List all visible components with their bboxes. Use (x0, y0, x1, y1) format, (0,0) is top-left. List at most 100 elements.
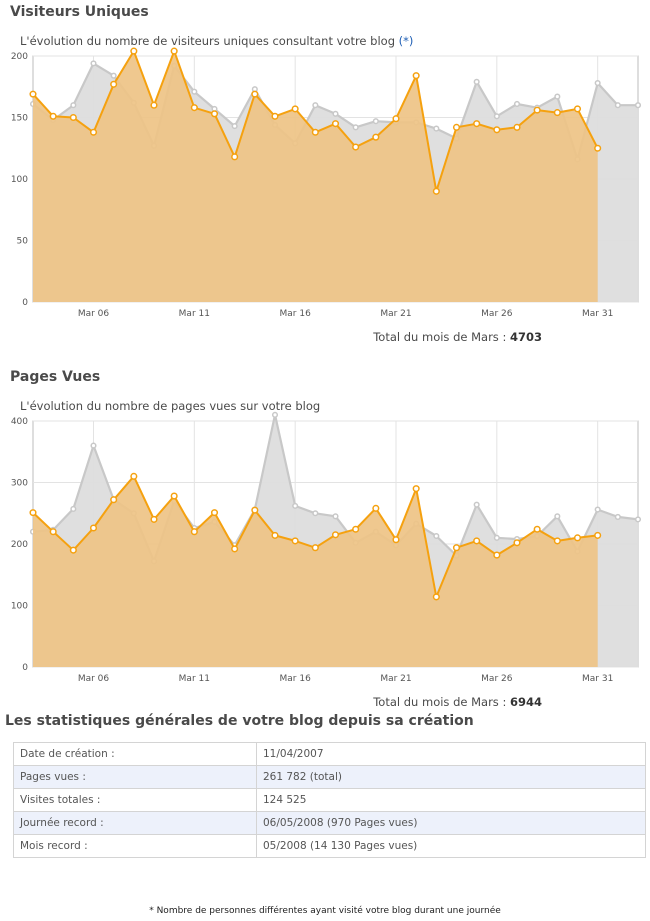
row-label: Date de création : (13, 742, 257, 766)
row-label: Mois record : (13, 834, 257, 858)
data-point (594, 531, 602, 539)
row-value: 124 525 (256, 788, 646, 812)
data-point (452, 544, 461, 552)
stats-table: Date de création : 11/04/2007 Pages vues… (13, 742, 646, 858)
data-point (493, 126, 501, 134)
data-point (70, 505, 77, 512)
current-period-area (33, 476, 598, 667)
y-tick-label: 150 (11, 114, 28, 124)
x-tick-label: Mar 21 (380, 674, 411, 684)
x-tick-label: Mar 11 (179, 309, 210, 319)
data-point (110, 80, 118, 88)
data-point (513, 539, 521, 547)
data-point (231, 153, 239, 161)
data-point (614, 513, 621, 520)
visitors-chart: 0 50 100 150 200 Mar 06 Mar 11 Mar 16 Mar 21 Mar … (11, 47, 642, 319)
pageviews-subtitle: L'évolution du nombre de pages vues sur … (20, 399, 321, 413)
pageviews-section-title: Pages Vues (10, 369, 101, 385)
data-point (372, 133, 380, 141)
row-value: 261 782 (total) (256, 765, 646, 789)
data-point (473, 120, 481, 128)
y-tick-label: 100 (11, 175, 28, 185)
data-point (49, 112, 57, 120)
data-point (271, 531, 279, 539)
y-tick-label: 50 (17, 237, 29, 247)
data-point (573, 105, 582, 113)
footnote: * Nombre de personnes différentes ayant … (149, 906, 501, 916)
data-point (312, 102, 319, 109)
y-tick-label: 400 (11, 417, 28, 427)
x-tick-label: Mar 31 (582, 309, 613, 319)
data-point (332, 110, 339, 117)
data-point (412, 72, 420, 80)
data-point (311, 544, 319, 552)
data-point (291, 105, 299, 113)
x-tick-label: Mar 06 (78, 309, 110, 319)
data-point (251, 90, 259, 98)
data-point (392, 115, 400, 123)
data-point (69, 546, 77, 554)
data-point (110, 496, 118, 504)
data-point (150, 101, 158, 109)
data-point (553, 537, 561, 545)
data-point (473, 537, 481, 545)
x-tick-label: Mar 26 (481, 674, 513, 684)
data-point (594, 506, 601, 513)
y-tick-label: 300 (11, 479, 28, 489)
data-point (90, 442, 97, 449)
table-row: Pages vues : 261 782 (total) (13, 765, 646, 789)
data-point (533, 525, 541, 533)
data-point (513, 123, 521, 131)
table-row: Date de création : 11/04/2007 (13, 742, 646, 766)
y-tick-label: 100 (11, 602, 28, 612)
data-point (49, 528, 57, 536)
data-point (90, 60, 97, 67)
data-point (493, 534, 500, 541)
data-point (70, 102, 77, 109)
row-value: 05/2008 (14 130 Pages vues) (256, 834, 646, 858)
x-tick-label: Mar 31 (582, 674, 613, 684)
row-label: Visites totales : (13, 788, 257, 812)
data-point (493, 113, 500, 120)
data-point (89, 524, 98, 532)
x-tick-label: Mar 16 (280, 309, 312, 319)
x-tick-label: Mar 06 (78, 674, 110, 684)
data-point (291, 537, 299, 545)
footnote-link[interactable]: (*) (398, 34, 414, 48)
table-row: Mois record : 05/2008 (14 130 Pages vues… (13, 834, 646, 858)
table-row: Visites totales : 124 525 (13, 788, 646, 812)
table-row: Journée record : 06/05/2008 (970 Pages v… (13, 811, 646, 835)
data-point (210, 110, 219, 118)
data-point (251, 506, 259, 514)
y-tick-label: 200 (11, 540, 28, 550)
data-point (533, 106, 541, 114)
x-tick-label: Mar 16 (280, 674, 312, 684)
pageviews-chart: 0 100 200 300 400 Mar 06 Mar 11 Mar 16 Mar 21 Mar… (11, 411, 642, 684)
data-point (372, 118, 379, 125)
data-point (170, 492, 178, 500)
visitors-total-value: 4703 (509, 330, 542, 344)
data-point (493, 551, 501, 559)
row-label: Pages vues : (13, 765, 257, 789)
data-point (271, 411, 279, 418)
y-tick-label: 0 (22, 663, 28, 673)
row-value: 11/04/2007 (256, 742, 646, 766)
data-point (170, 47, 178, 55)
data-point (332, 513, 339, 520)
data-point (554, 513, 561, 520)
data-point (473, 501, 480, 508)
data-point (130, 472, 138, 480)
data-point (110, 72, 117, 79)
data-point (231, 123, 238, 130)
data-point (29, 90, 37, 98)
data-point (312, 510, 319, 517)
data-point (29, 509, 37, 517)
y-tick-label: 0 (22, 298, 28, 308)
x-tick-label: Mar 11 (179, 674, 210, 684)
data-point (352, 143, 360, 151)
data-point (271, 112, 279, 120)
data-point (190, 528, 198, 536)
data-point (473, 78, 480, 85)
data-point (452, 123, 461, 131)
pageviews-total-value: 6944 (509, 695, 542, 709)
